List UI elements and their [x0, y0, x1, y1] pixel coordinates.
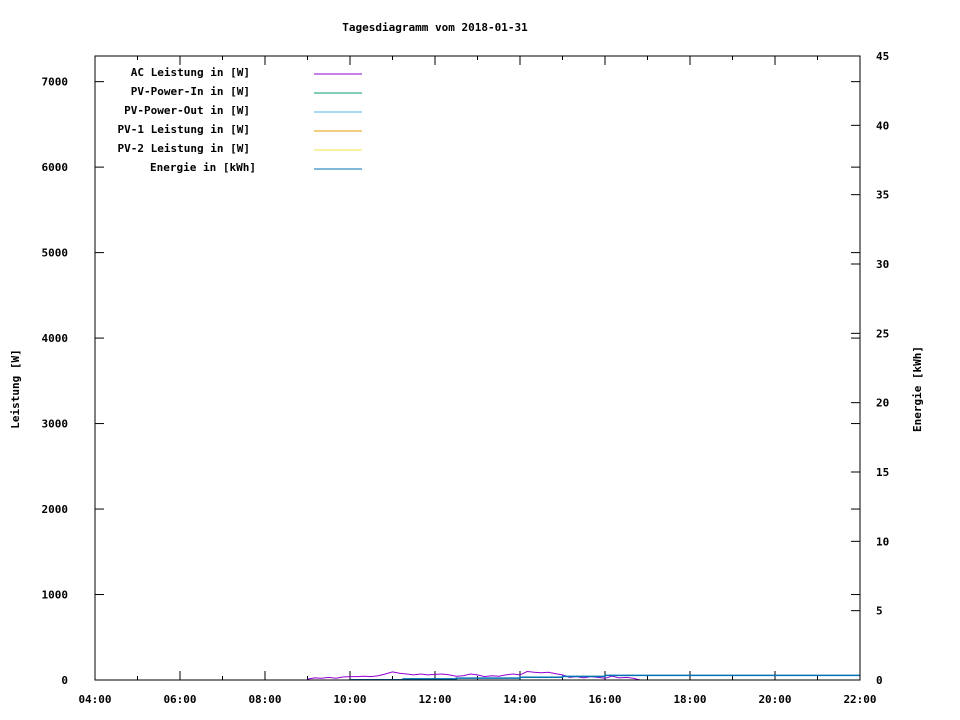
y2-tick-label: 0: [876, 674, 883, 687]
legend: AC Leistung in [W] PV-Power-In in [W] PV-P…: [118, 66, 362, 174]
y-tick-label: 1000: [42, 589, 69, 602]
y2-tick-label: 20: [876, 397, 889, 410]
legend-label: AC Leistung in [W]: [131, 66, 250, 79]
x-tick-label: 08:00: [248, 693, 281, 706]
x-tick-label: 06:00: [163, 693, 196, 706]
legend-label: PV-2 Leistung in [W]: [118, 142, 250, 155]
legend-label: Energie in [kWh]: [150, 161, 256, 174]
y2-tick-label: 10: [876, 535, 889, 548]
series-group: [307, 670, 860, 681]
x-tick-label: 14:00: [503, 693, 536, 706]
series-line-5: [350, 674, 860, 681]
y-tick-label: 4000: [42, 332, 69, 345]
y2-tick-label: 35: [876, 189, 889, 202]
legend-label: PV-Power-Out in [W]: [124, 104, 250, 117]
y-tick-label: 5000: [42, 247, 69, 260]
x-tick-label: 20:00: [758, 693, 791, 706]
y2-tick-label: 30: [876, 258, 889, 271]
y2-axis-label: Energie [kWh]: [911, 346, 924, 432]
x-tick-label: 18:00: [673, 693, 706, 706]
y-tick-label: 2000: [42, 503, 69, 516]
x-tick-label: 04:00: [78, 693, 111, 706]
y2-tick-label: 15: [876, 466, 889, 479]
y-tick-label: 7000: [42, 76, 69, 89]
y-tick-label: 0: [61, 674, 68, 687]
plot-frame: [94, 55, 861, 681]
legend-label: PV-Power-In in [W]: [131, 85, 250, 98]
x-tick-label: 10:00: [333, 693, 366, 706]
y-tick-label: 6000: [42, 161, 69, 174]
series-line-0: [307, 670, 641, 681]
x-tick-label: 22:00: [843, 693, 876, 706]
x-tick-label: 12:00: [418, 693, 451, 706]
y2-tick-label: 5: [876, 605, 883, 618]
chart-title: Tagesdiagramm vom 2018-01-31: [342, 21, 528, 34]
legend-label: PV-1 Leistung in [W]: [118, 123, 250, 136]
x-tick-label: 16:00: [588, 693, 621, 706]
y2-tick-label: 40: [876, 119, 889, 132]
y-axis-label: Leistung [W]: [9, 349, 22, 428]
y2-tick-label: 25: [876, 327, 889, 340]
y-tick-label: 3000: [42, 418, 69, 431]
y2-tick-label: 45: [876, 50, 889, 63]
